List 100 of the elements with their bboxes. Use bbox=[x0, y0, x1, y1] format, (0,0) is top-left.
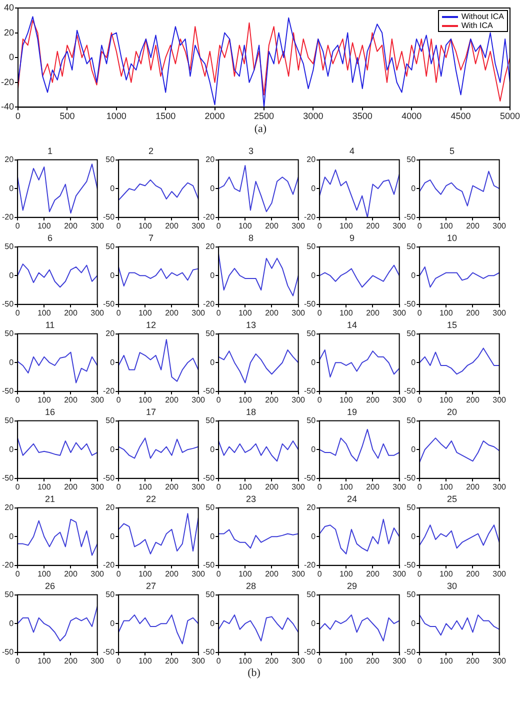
x-tick-label: 1500 bbox=[156, 111, 176, 122]
chart-title: 4 bbox=[348, 146, 354, 156]
x-tick-label: 200 bbox=[164, 308, 178, 318]
y-tick-label: -50 bbox=[404, 212, 416, 222]
x-tick-label: 100 bbox=[37, 395, 52, 404]
x-tick-label: 300 bbox=[292, 656, 306, 666]
x-tick-label: 200 bbox=[466, 482, 480, 492]
x-tick-label: 0 bbox=[216, 221, 222, 230]
x-tick-label: 200 bbox=[164, 569, 178, 578]
y-tick-label: -50 bbox=[102, 474, 115, 483]
y-tick-label: 20 bbox=[206, 155, 216, 164]
x-tick-label: 0 bbox=[316, 569, 322, 578]
chart-title: 10 bbox=[446, 232, 458, 243]
x-tick-label: 100 bbox=[138, 395, 152, 404]
chart-title: 9 bbox=[348, 232, 354, 243]
y-tick-label: 20 bbox=[4, 155, 14, 164]
x-tick-label: 100 bbox=[37, 482, 52, 492]
y-tick-label: 50 bbox=[105, 155, 115, 164]
y-tick-label: -50 bbox=[102, 212, 115, 222]
x-tick-label: 0 bbox=[417, 221, 422, 230]
x-tick-label: 300 bbox=[392, 395, 406, 404]
chart-title: 28 bbox=[246, 580, 256, 591]
chart-title: 27 bbox=[145, 580, 156, 591]
x-tick-label: 200 bbox=[64, 221, 78, 230]
x-tick-label: 100 bbox=[439, 482, 454, 492]
y-tick-label: 0 bbox=[9, 444, 14, 454]
x-tick-label: 200 bbox=[265, 395, 279, 404]
x-tick-label: 300 bbox=[492, 569, 507, 578]
x-tick-label: 200 bbox=[366, 221, 380, 230]
y-tick-label: -50 bbox=[102, 300, 115, 309]
x-tick-label: 100 bbox=[138, 656, 152, 666]
y-tick-label: 50 bbox=[105, 416, 115, 426]
x-tick-label: 0 bbox=[316, 221, 322, 230]
chart-title: 22 bbox=[145, 494, 156, 504]
y-tick-label: 0 bbox=[110, 444, 115, 454]
x-tick-label: 0 bbox=[316, 656, 322, 666]
x-tick-label: 300 bbox=[90, 656, 105, 666]
y-tick-label: 50 bbox=[105, 242, 115, 252]
y-tick-label: 0 bbox=[411, 358, 416, 367]
y-tick-label: 0 bbox=[9, 618, 14, 628]
y-tick-label: -50 bbox=[304, 300, 316, 309]
x-tick-label: 300 bbox=[191, 656, 206, 666]
y-tick-label: 20 bbox=[105, 329, 115, 338]
x-tick-label: 100 bbox=[338, 395, 353, 404]
x-tick-label: 300 bbox=[392, 482, 406, 492]
x-tick-label: 0 bbox=[15, 569, 20, 578]
y-tick-label: 50 bbox=[105, 590, 115, 600]
x-tick-label: 0 bbox=[417, 569, 422, 578]
y-tick-label: 50 bbox=[4, 242, 14, 252]
x-tick-label: 100 bbox=[338, 308, 353, 318]
chart-title: 15 bbox=[446, 320, 458, 330]
x-tick-label: 300 bbox=[191, 308, 206, 318]
x-tick-label: 200 bbox=[466, 308, 480, 318]
x-tick-label: 300 bbox=[90, 221, 105, 230]
x-tick-label: 100 bbox=[338, 482, 353, 492]
y-tick-label: -50 bbox=[404, 386, 416, 396]
x-tick-label: 200 bbox=[164, 221, 178, 230]
y-tick-label: -20 bbox=[304, 212, 316, 222]
x-tick-label: 0 bbox=[316, 395, 322, 404]
x-tick-label: 200 bbox=[64, 308, 78, 318]
y-tick-label: 0 bbox=[411, 444, 416, 454]
y-tick-label: -20 bbox=[203, 212, 216, 222]
x-tick-label: 300 bbox=[492, 221, 507, 230]
chart-title: 26 bbox=[44, 580, 56, 591]
x-tick-label: 200 bbox=[164, 656, 178, 666]
x-tick-label: 0 bbox=[417, 482, 422, 492]
y-tick-label: 0 bbox=[210, 444, 216, 454]
y-tick-label: 0 bbox=[9, 532, 14, 541]
x-tick-label: 300 bbox=[292, 569, 306, 578]
x-tick-label: 100 bbox=[338, 656, 353, 666]
x-tick-label: 200 bbox=[64, 569, 78, 578]
y-tick-label: 0 bbox=[110, 618, 115, 628]
y-tick-label: -20 bbox=[2, 560, 14, 570]
chart-title: 6 bbox=[47, 232, 53, 243]
chart-title: 20 bbox=[446, 406, 458, 417]
x-tick-label: 2000 bbox=[204, 111, 225, 122]
x-tick-label: 300 bbox=[392, 569, 406, 578]
x-tick-label: 100 bbox=[439, 395, 454, 404]
x-tick-label: 100 bbox=[138, 221, 152, 230]
x-tick-label: 300 bbox=[392, 221, 406, 230]
x-tick-label: 300 bbox=[492, 656, 507, 666]
chart-title: 2 bbox=[148, 146, 154, 156]
x-tick-label: 0 bbox=[116, 569, 121, 578]
x-tick-label: 200 bbox=[366, 308, 380, 318]
x-tick-label: 0 bbox=[16, 111, 21, 122]
y-tick-label: 50 bbox=[406, 503, 416, 512]
legend-label: With ICA bbox=[461, 21, 493, 30]
x-tick-label: 100 bbox=[238, 482, 252, 492]
x-tick-label: 200 bbox=[466, 221, 480, 230]
y-tick-label: -50 bbox=[304, 386, 316, 396]
x-tick-label: 100 bbox=[238, 395, 252, 404]
y-tick-label: 0 bbox=[210, 358, 216, 367]
y-tick-label: 0 bbox=[9, 184, 14, 193]
y-tick-label: 0 bbox=[110, 532, 115, 541]
x-tick-label: 1000 bbox=[106, 111, 126, 122]
y-tick-label: 50 bbox=[4, 590, 14, 600]
y-tick-label: 0 bbox=[411, 184, 416, 193]
chart-title: 11 bbox=[45, 320, 55, 330]
y-tick-label: 0 bbox=[110, 358, 115, 367]
x-tick-label: 0 bbox=[116, 482, 121, 492]
